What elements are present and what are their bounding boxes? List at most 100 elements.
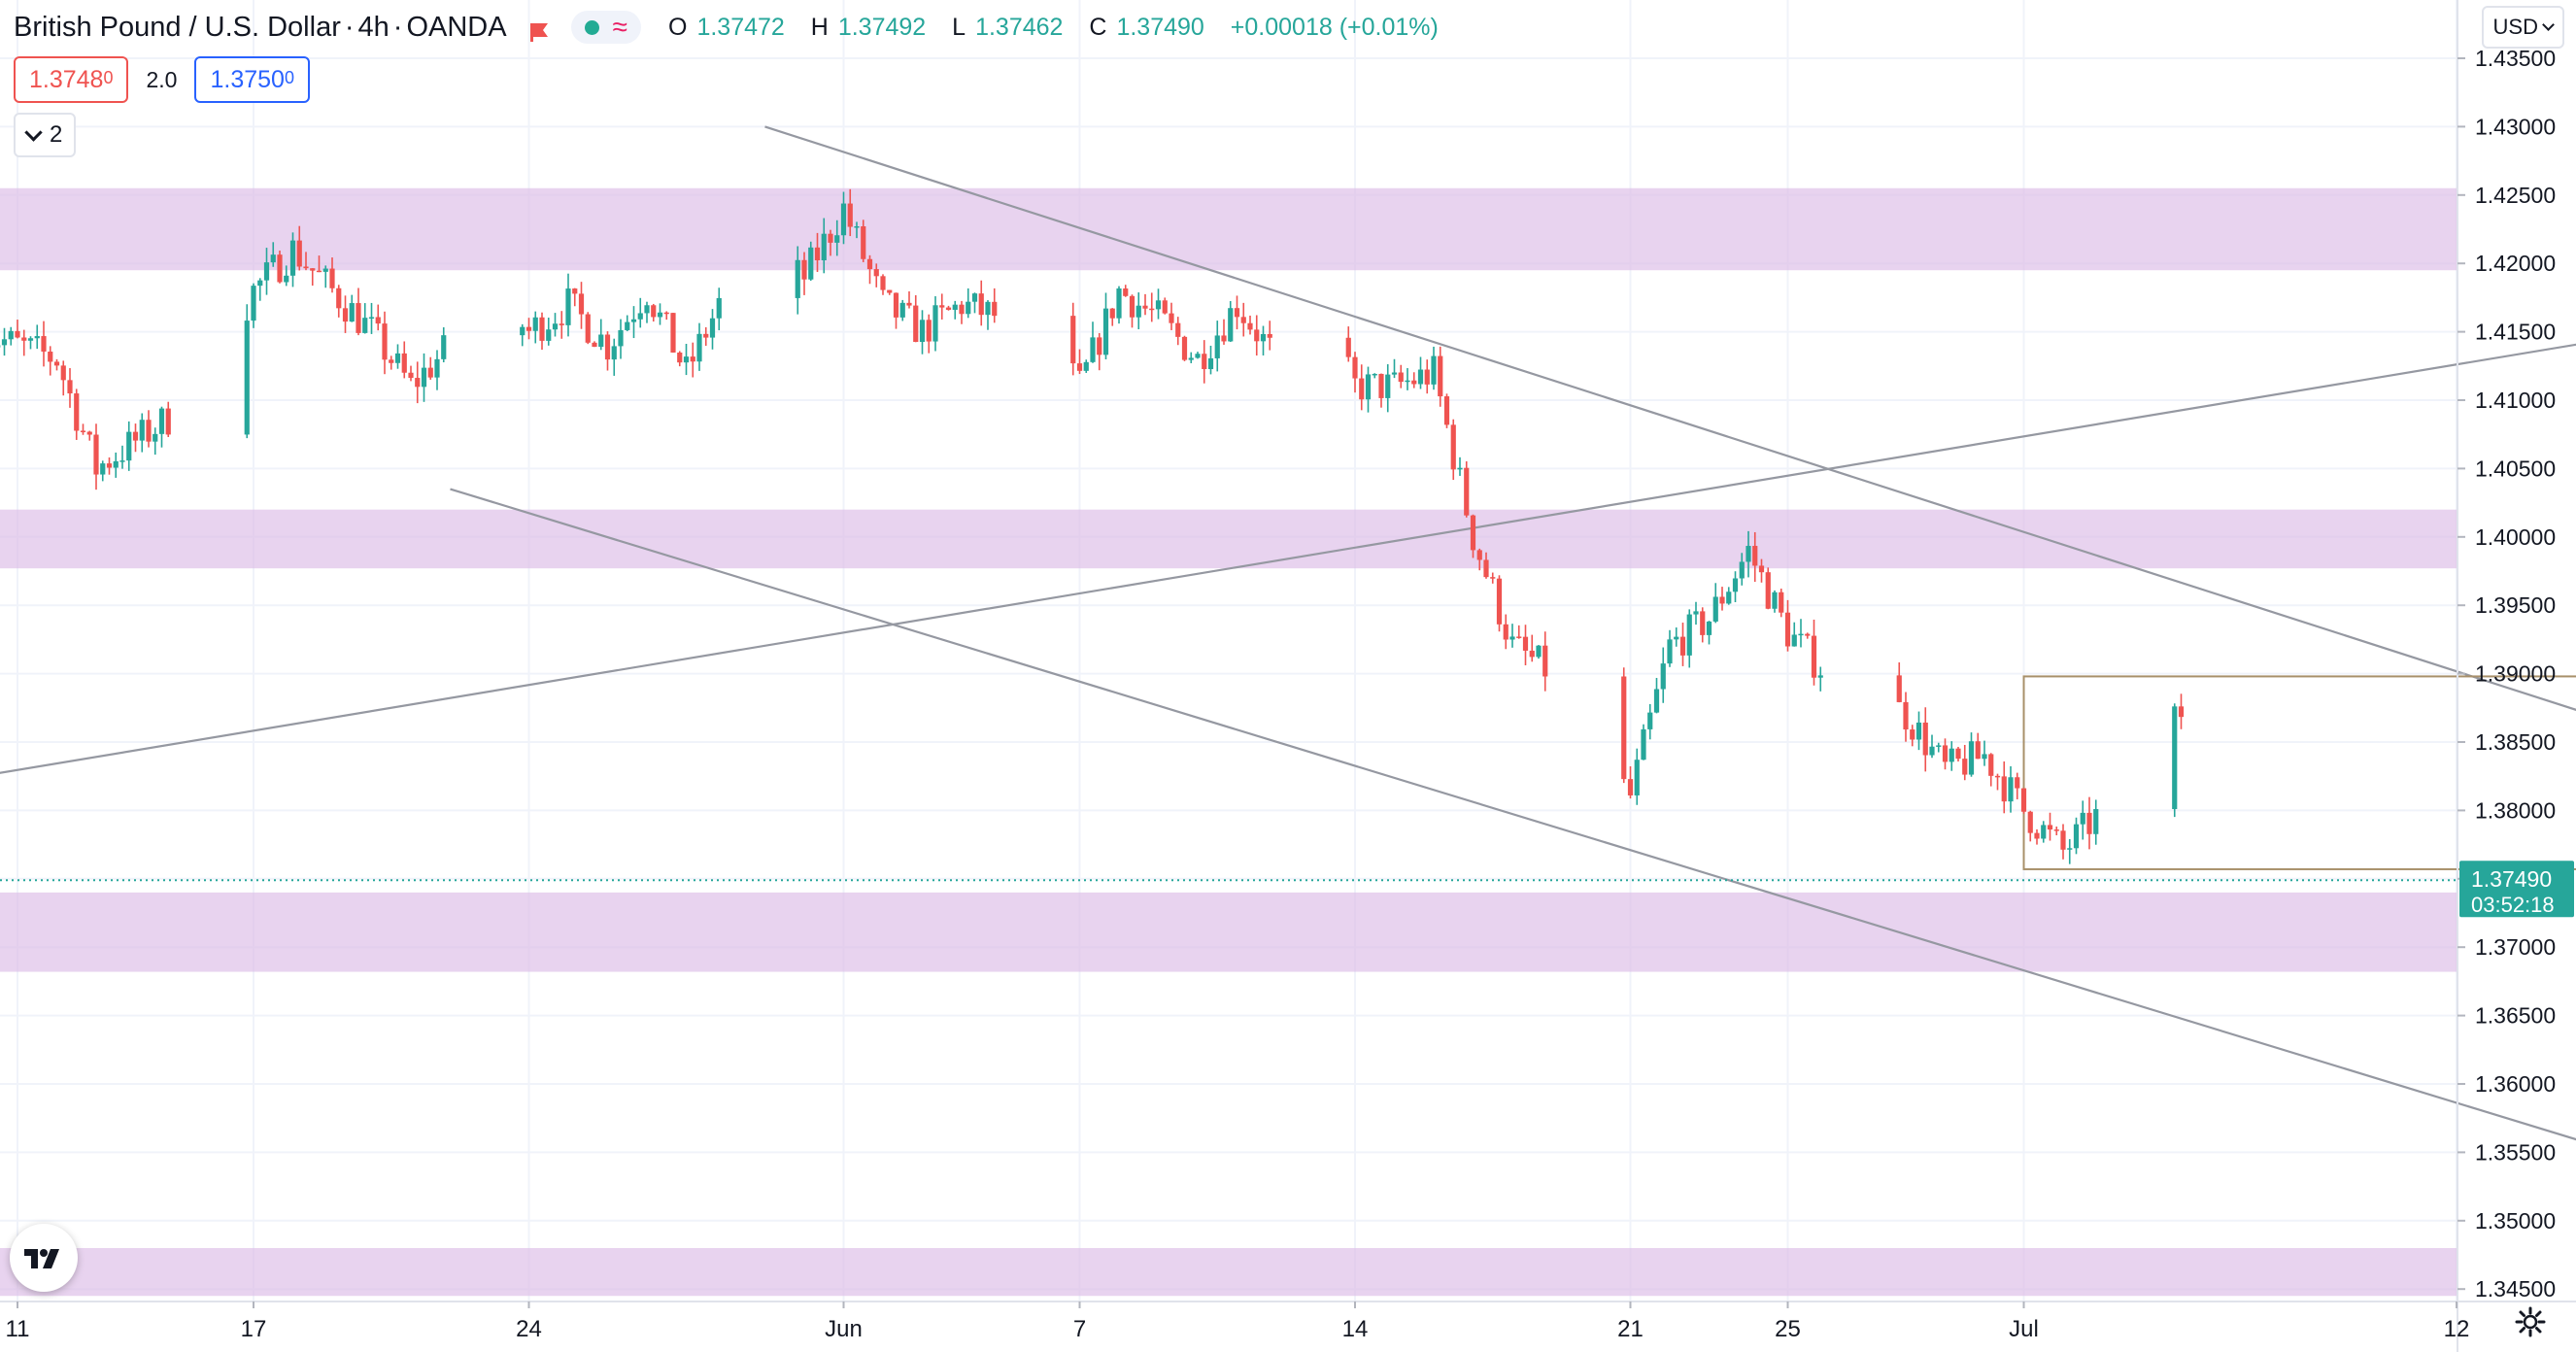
open-value: 1.37472: [696, 13, 785, 41]
sell-button[interactable]: 1.3748 0: [14, 56, 129, 103]
current-price-label: 1.37490: [2471, 866, 2552, 892]
candle-body: [821, 233, 827, 261]
candle-body: [795, 259, 800, 298]
candle-body: [520, 326, 525, 336]
candle-body: [1470, 515, 1476, 551]
indicators-toggle-button[interactable]: 2: [14, 113, 77, 157]
time-tick-label: 7: [1073, 1316, 1086, 1342]
candle-body: [1700, 611, 1706, 635]
candle-body: [899, 302, 905, 318]
candle-body: [2067, 848, 2073, 850]
exchange-label: OANDA: [406, 11, 507, 43]
candle-body: [1090, 337, 1096, 362]
price-tick-label: 1.36500: [2475, 1003, 2556, 1029]
candle-body: [880, 276, 886, 290]
candle-body: [34, 336, 40, 339]
candle-body: [362, 318, 368, 333]
candle-body: [716, 297, 722, 319]
price-tick-label: 1.42000: [2475, 251, 2556, 276]
buy-price-pip: 0: [284, 67, 294, 87]
candle-body: [132, 431, 139, 441]
symbol-name[interactable]: British Pound / U.S. Dollar: [14, 11, 341, 43]
candle-body: [828, 233, 833, 243]
sell-price-pip: 0: [103, 67, 114, 87]
flag-icon[interactable]: [528, 18, 550, 42]
low-value: 1.37462: [975, 13, 1064, 41]
candle-body: [893, 292, 899, 318]
candle-body: [1438, 355, 1443, 397]
candle-body: [1450, 424, 1456, 470]
candle-body: [1929, 746, 1935, 756]
candle-body: [329, 268, 335, 288]
candle-body: [1726, 592, 1732, 604]
trendline: [764, 125, 2576, 711]
price-axis[interactable]: 1.43500 1.43000 1.42500 1.42000 1.41500 1.410…: [2457, 0, 2574, 1352]
candle-body: [1719, 596, 1725, 604]
price-tick-label: 1.36000: [2475, 1071, 2556, 1097]
candle-body: [565, 288, 571, 325]
tradingview-logo-icon[interactable]: [10, 1224, 78, 1292]
candle-body: [408, 372, 414, 379]
candle-body: [1686, 614, 1692, 656]
candle-body: [1634, 760, 1640, 795]
candle-body: [985, 301, 991, 316]
high-value: 1.37492: [837, 13, 927, 41]
candle-body: [1982, 754, 1987, 760]
candle-body: [93, 434, 99, 475]
price-zone: [0, 509, 2457, 569]
interval-label[interactable]: 4h: [357, 11, 390, 43]
candle-body: [1464, 467, 1470, 516]
candle-body: [1483, 559, 1489, 578]
candle-body: [709, 318, 716, 338]
candle-body: [277, 254, 283, 283]
candle-body: [913, 305, 919, 343]
candle-body: [1627, 779, 1634, 795]
candle-body: [1260, 333, 1267, 342]
candle-body: [336, 287, 342, 309]
market-status-pill[interactable]: ≈: [570, 11, 641, 44]
candlestick-series: [0, 188, 2185, 864]
price-tick-label: 1.39000: [2475, 661, 2556, 687]
candle-body: [801, 259, 807, 280]
ohlc-values: O 1.37472 H 1.37492 L 1.37462 C 1.37490 +0.0…: [668, 14, 1448, 42]
candle-body: [41, 336, 47, 353]
candle-body: [8, 330, 14, 340]
currency-selector[interactable]: USD: [2481, 6, 2564, 49]
candle-body: [1817, 675, 1823, 678]
candle-body: [1149, 308, 1155, 311]
time-axis[interactable]: 111724Jun7142125Jul121926Aug: [0, 1301, 2576, 1342]
chevron-down-icon: [24, 122, 43, 142]
candle-body: [1772, 592, 1778, 609]
candle-body: [53, 361, 60, 366]
candle-body: [1621, 676, 1627, 780]
candle-body: [244, 321, 250, 435]
candle-body: [251, 286, 256, 321]
settings-gear-icon[interactable]: [2514, 1305, 2547, 1338]
candle-body: [840, 203, 847, 236]
candle-body: [1247, 322, 1253, 330]
candle-body: [139, 420, 145, 441]
candle-body: [978, 293, 984, 316]
time-tick-label: 14: [1342, 1316, 1369, 1342]
price-tick-label: 1.35000: [2475, 1208, 2556, 1234]
candle-body: [441, 335, 447, 359]
candle-body: [316, 270, 322, 273]
candle-body: [1936, 745, 1942, 747]
close-label: C: [1089, 13, 1107, 41]
candle-body: [368, 317, 375, 319]
legend-separator: ·: [392, 11, 403, 43]
candle-body: [146, 420, 152, 442]
candle-body: [1109, 308, 1115, 319]
candle-body: [1975, 741, 1981, 760]
buy-button[interactable]: 1.3750 0: [194, 56, 310, 103]
change-value: +0.00018 (+0.01%): [1230, 13, 1439, 41]
candle-body: [2178, 706, 2185, 718]
candle-body: [1417, 369, 1424, 385]
candle-body: [866, 258, 873, 270]
candle-body: [382, 323, 388, 360]
candle-body: [532, 317, 538, 331]
candle-body: [1962, 759, 1968, 775]
candle-body: [651, 305, 657, 318]
low-label: L: [952, 13, 966, 41]
